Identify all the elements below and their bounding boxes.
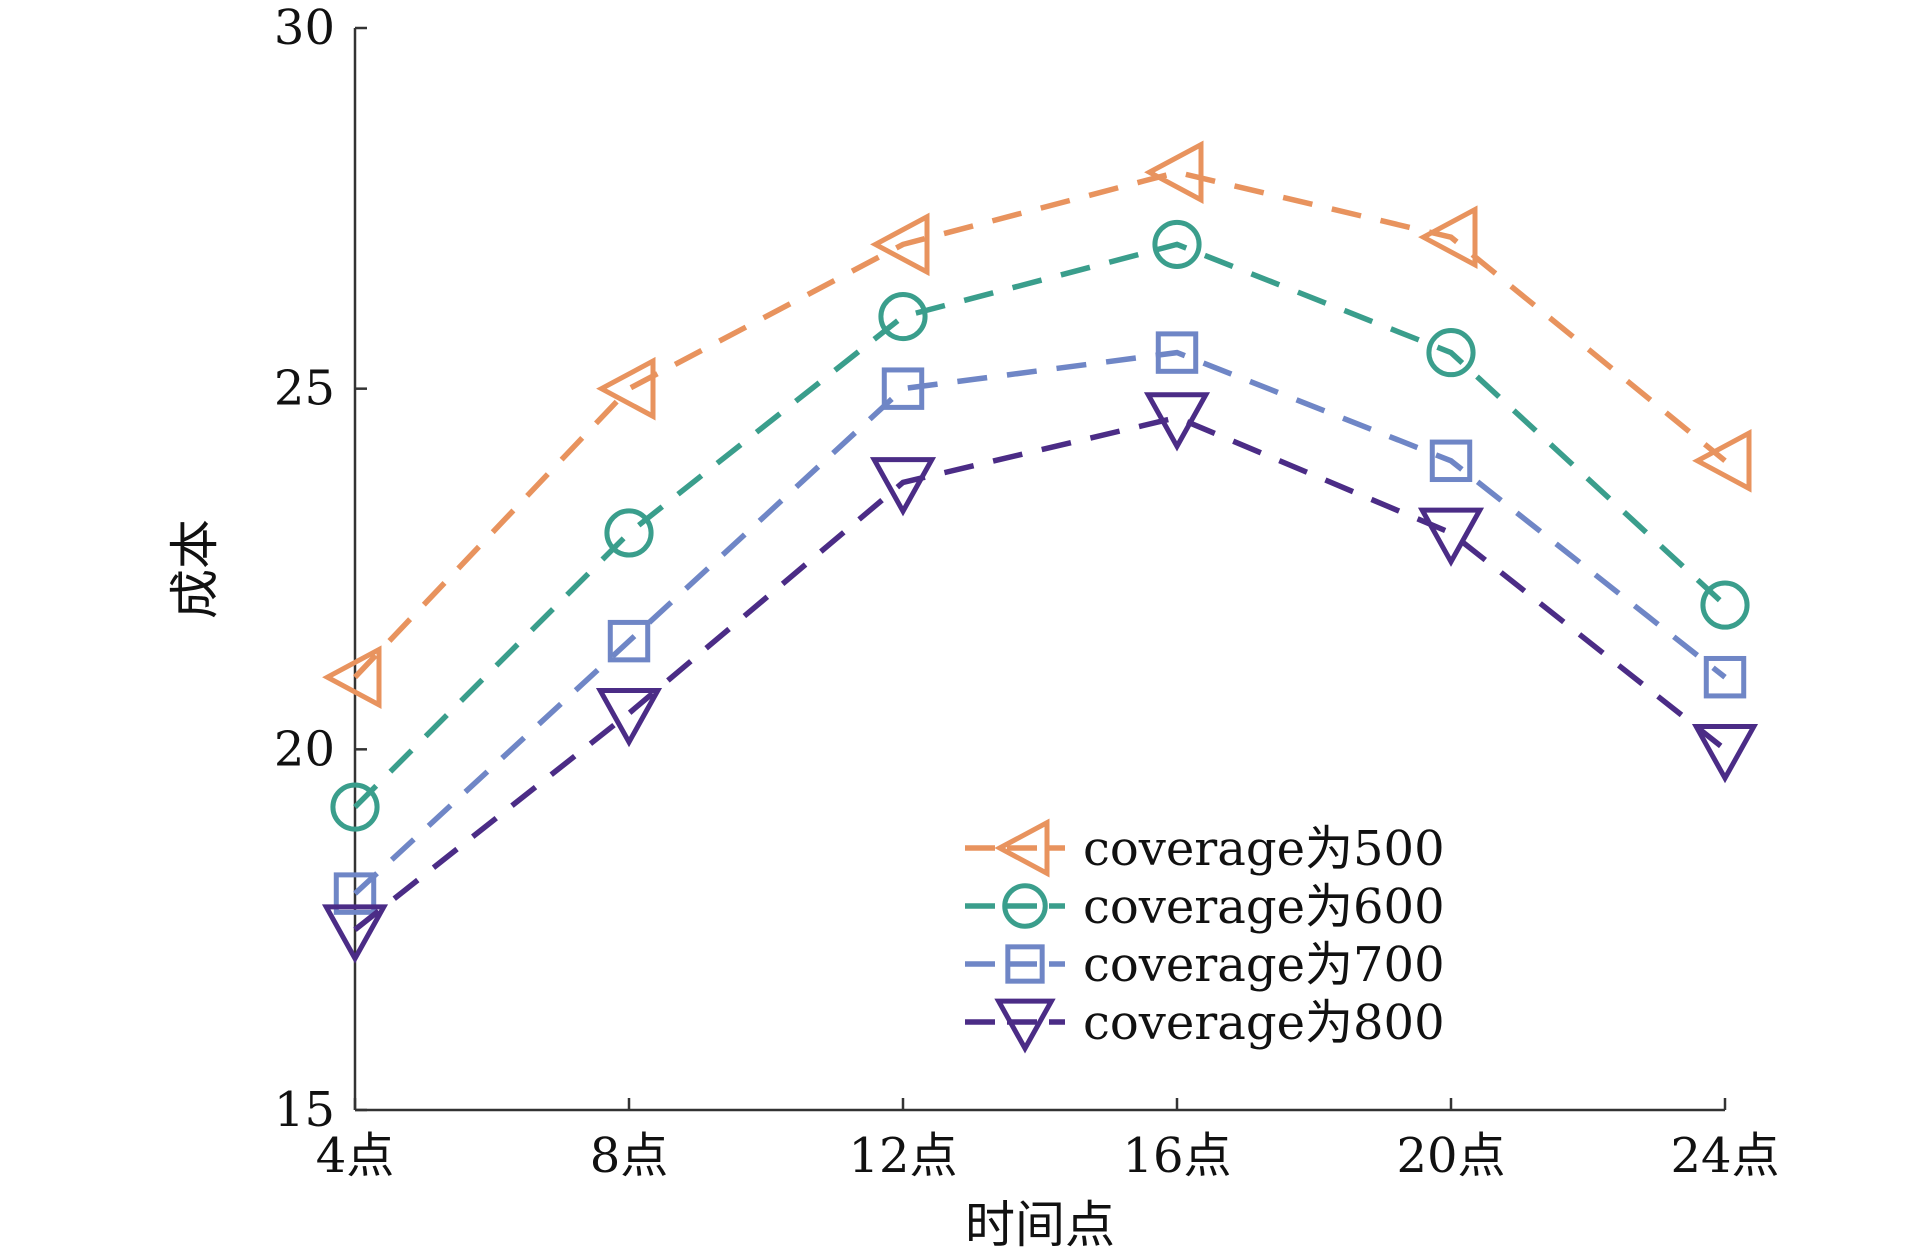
series-2 <box>330 219 1750 832</box>
y-axis-title: 成本 <box>166 519 224 619</box>
y-tick-label: 30 <box>274 0 335 56</box>
legend-item: coverage为500 <box>965 818 1445 878</box>
marker-triangle-down <box>869 457 937 517</box>
x-tick-label: 12点 <box>848 1128 957 1184</box>
marker-square <box>1703 655 1747 699</box>
series-line <box>353 169 1727 680</box>
marker-circle <box>1700 580 1750 630</box>
x-tick-label: 16点 <box>1122 1128 1231 1184</box>
legend-label: coverage为500 <box>1083 821 1445 877</box>
y-tick-label: 15 <box>274 1082 335 1138</box>
marker-circle <box>1152 219 1202 269</box>
series-line <box>353 349 1727 896</box>
legend-label: coverage为600 <box>1083 879 1445 935</box>
series-1 <box>322 140 1752 709</box>
marker-triangle-down <box>1417 507 1485 567</box>
marker-square <box>881 367 925 410</box>
x-tick-label: 8点 <box>590 1128 669 1184</box>
legend-label: coverage为800 <box>1083 995 1445 1051</box>
series-line <box>353 241 1727 809</box>
marker-triangle-down <box>994 998 1056 1054</box>
legend-item: coverage为600 <box>965 879 1445 935</box>
marker-triangle-down <box>1143 392 1211 452</box>
marker-square <box>1429 439 1473 483</box>
marker-triangle-down <box>595 687 663 748</box>
x-tick-label: 24点 <box>1670 1128 1779 1184</box>
marker-triangle-left <box>870 212 930 277</box>
legend-label: coverage为700 <box>1083 937 1445 993</box>
legend: coverage为500coverage为600coverage为700cove… <box>965 818 1445 1054</box>
marker-square <box>1005 944 1045 984</box>
marker-triangle-left <box>994 818 1050 878</box>
marker-circle <box>1002 883 1048 929</box>
marker-circle <box>878 291 928 342</box>
marker-circle <box>1426 328 1476 378</box>
legend-item: coverage为800 <box>965 995 1445 1054</box>
x-tick-label: 4点 <box>316 1128 395 1184</box>
marker-square <box>1155 331 1199 374</box>
marker-triangle-left <box>322 645 382 709</box>
marker-circle <box>330 782 380 832</box>
series-4 <box>321 392 1759 964</box>
marker-triangle-down <box>1691 724 1759 784</box>
series <box>321 140 1759 964</box>
y-tick-label: 20 <box>274 721 335 777</box>
marker-square <box>333 872 377 915</box>
marker-triangle-left <box>596 356 656 421</box>
y-tick-label: 25 <box>274 361 335 417</box>
marker-triangle-down <box>321 904 389 964</box>
marker-circle <box>604 508 654 558</box>
x-ticks: 4点 8点 12点 16点 20点 24点 <box>316 1098 1780 1184</box>
x-axis-title: 时间点 <box>965 1196 1115 1252</box>
x-tick-label: 20点 <box>1396 1128 1505 1184</box>
marker-triangle-left <box>1418 205 1478 269</box>
series-line <box>353 414 1727 932</box>
marker-square <box>607 619 651 663</box>
marker-triangle-left <box>1144 140 1204 205</box>
series-3 <box>333 331 1747 915</box>
marker-triangle-left <box>1692 429 1752 493</box>
legend-item: coverage为700 <box>965 937 1445 993</box>
y-ticks: 15 20 25 30 <box>274 0 367 1138</box>
